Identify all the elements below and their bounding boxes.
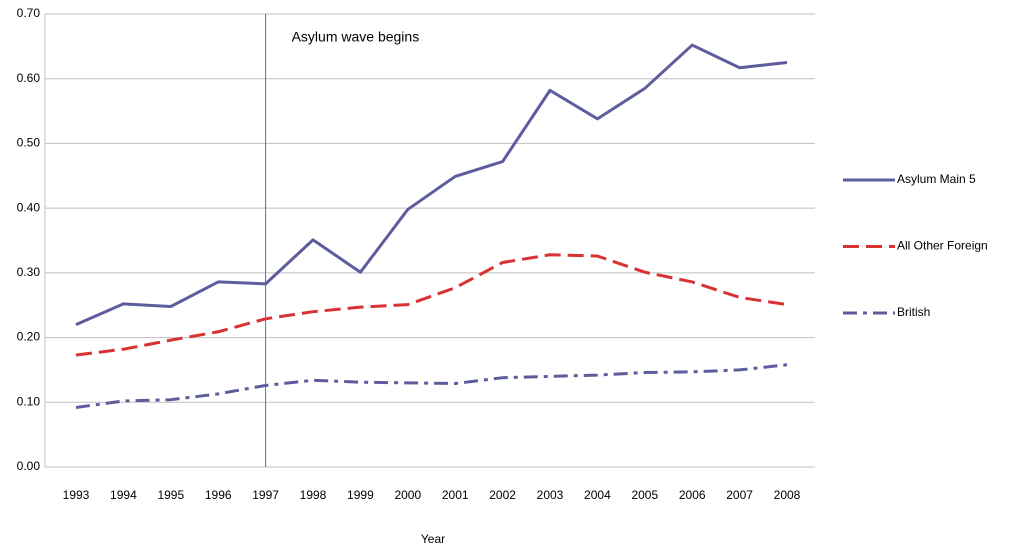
x-tick-label: 1996 xyxy=(205,488,232,502)
x-tick-label: 1998 xyxy=(300,488,327,502)
y-tick-label: 0.20 xyxy=(17,330,41,344)
series-line xyxy=(75,253,788,357)
x-tick-label: 1995 xyxy=(157,488,184,502)
x-axis-label: Year xyxy=(421,532,445,546)
y-tick-label: 0.30 xyxy=(17,265,41,279)
legend-label: All Other Foreign xyxy=(897,239,988,253)
x-tick-label: 2002 xyxy=(489,488,516,502)
series-line xyxy=(75,43,788,327)
legend-label: Asylum Main 5 xyxy=(897,172,976,186)
x-tick-label: 2005 xyxy=(631,488,658,502)
x-tick-label: 1993 xyxy=(63,488,90,502)
x-tick-label: 2007 xyxy=(726,488,753,502)
y-tick-label: 0.00 xyxy=(17,459,41,473)
y-tick-label: 0.60 xyxy=(17,71,41,85)
x-tick-label: 2006 xyxy=(679,488,706,502)
y-tick-label: 0.50 xyxy=(17,136,41,150)
x-tick-label: 1997 xyxy=(252,488,279,502)
x-tick-label: 2008 xyxy=(774,488,801,502)
y-tick-label: 0.10 xyxy=(17,394,41,408)
x-tick-label: 2001 xyxy=(442,488,469,502)
x-tick-label: 2004 xyxy=(584,488,611,502)
annotation: Asylum wave begins xyxy=(292,29,420,45)
x-tick-label: 1994 xyxy=(110,488,137,502)
x-tick-label: 2003 xyxy=(537,488,564,502)
y-tick-label: 0.40 xyxy=(17,200,41,214)
x-tick-label: 2000 xyxy=(394,488,421,502)
series-line xyxy=(75,363,788,409)
y-tick-label: 0.70 xyxy=(17,6,41,20)
legend-label: British xyxy=(897,305,930,319)
x-tick-label: 1999 xyxy=(347,488,374,502)
